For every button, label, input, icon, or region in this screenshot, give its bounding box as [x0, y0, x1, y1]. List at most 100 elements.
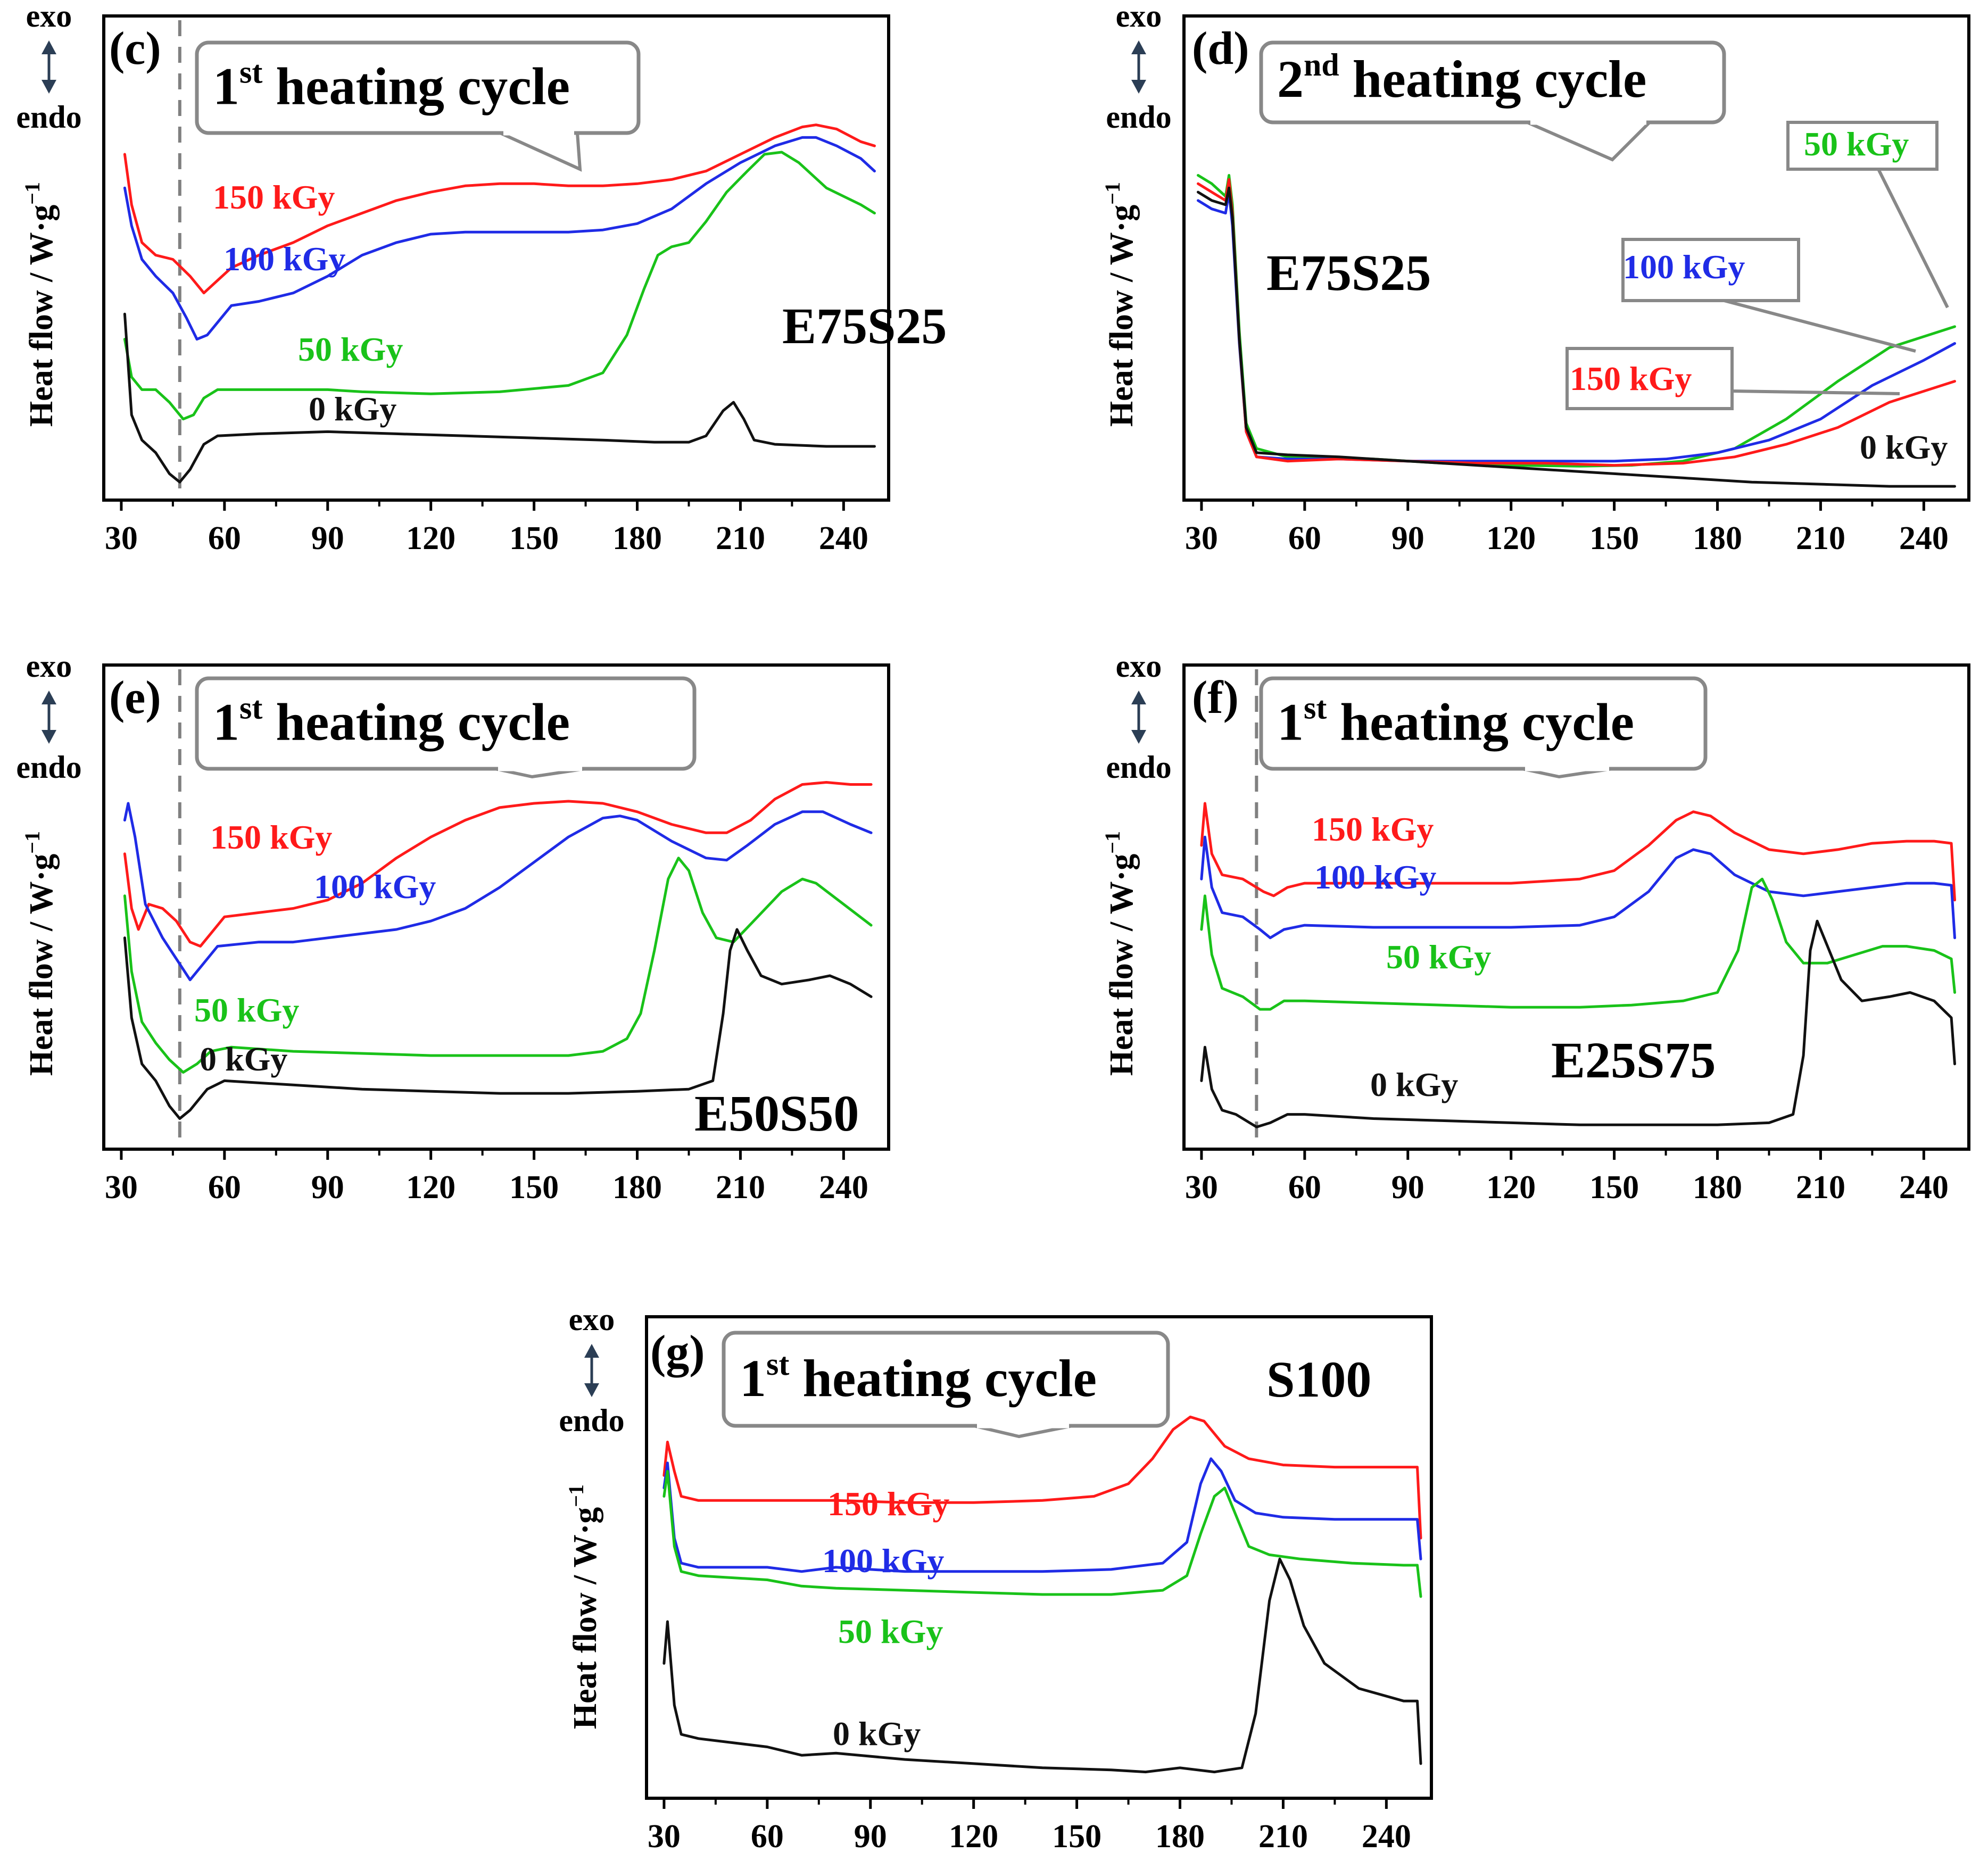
panel-g: 30 60 90 120 150 180 210 240 1st heating cycle (g…	[559, 1302, 1433, 1855]
panel-e: 30 60 90 120 150 180 210 240 1st heating cycle (e…	[16, 649, 890, 1206]
plot-frame	[1182, 663, 1970, 1151]
title-text: 1st heating cycle	[1277, 691, 1634, 752]
arrow-down-icon	[1131, 730, 1146, 744]
panel-label: (f)	[1192, 672, 1239, 724]
series-label-50kGy: 50 kGy	[1386, 938, 1491, 976]
series-line-50kGy	[1200, 877, 1956, 1011]
x-tick-label: 150	[1589, 1169, 1639, 1206]
x-tick-label: 150	[1589, 520, 1639, 556]
series-label-150kGy: 150 kGy	[827, 1485, 949, 1523]
x-tick-label: 210	[716, 1169, 765, 1206]
x-tick-label: 60	[208, 520, 241, 556]
series-label-0kGy: 0 kGy	[1370, 1066, 1458, 1103]
exo-label: exo	[26, 0, 72, 34]
exo-label: exo	[1116, 0, 1162, 34]
x-tick-label: 90	[311, 520, 344, 556]
y-axis-label: Heat flow / W·g−1	[20, 182, 60, 427]
x-tick-label: 90	[1391, 520, 1424, 556]
series-line-50kGy	[1197, 174, 1956, 468]
series-line-0kGy	[1200, 919, 1956, 1128]
series-line-0kGy	[662, 1557, 1422, 1774]
exo-label: exo	[1116, 649, 1162, 684]
x-tick-label: 60	[751, 1818, 784, 1855]
panel-c: 30 60 90 120 150 180 210 240 1st heating cycle (c…	[16, 0, 947, 556]
x-tick-label: 30	[105, 1169, 138, 1206]
series-line-100kGy	[123, 136, 876, 341]
series-label-100kGy: 100 kGy	[314, 868, 436, 906]
series-label-150kGy: 150 kGy	[1570, 360, 1692, 397]
title-text: 2nd heating cycle	[1277, 47, 1646, 109]
x-tick-label: 240	[1899, 1169, 1949, 1206]
y-axis-label: Heat flow / W·g−1	[1100, 182, 1140, 427]
series-line-0kGy	[123, 312, 876, 484]
series-line-100kGy	[1200, 835, 1956, 940]
x-tick-label: 240	[1362, 1818, 1411, 1855]
series-label-0kGy: 0 kGy	[833, 1715, 921, 1752]
x-tick-label: 210	[1258, 1818, 1308, 1855]
series-line-0kGy	[123, 928, 873, 1120]
title-callout	[195, 40, 641, 135]
series-label-150kGy: 150 kGy	[213, 178, 335, 216]
series-line-100kGy	[1197, 190, 1956, 463]
x-tick-label: 90	[854, 1818, 887, 1855]
endo-label: endo	[559, 1403, 624, 1438]
panel-f: 30 60 90 120 150 180 210 240 1st heating cycle (f…	[1100, 649, 1970, 1206]
x-tick-label: 30	[1185, 520, 1218, 556]
series-label-0kGy: 0 kGy	[1860, 428, 1948, 466]
series-label-150kGy: 150 kGy	[1312, 810, 1434, 848]
series-label-50kGy: 50 kGy	[194, 991, 299, 1029]
x-tick-label: 90	[311, 1169, 344, 1206]
series-label-50kGy: 50 kGy	[298, 330, 403, 368]
callout-pointer	[1724, 299, 1916, 353]
panel-d: 30 60 90 120 150 180 210 240 2nd heating cycle (d…	[1100, 0, 1970, 556]
title-text: 1st heating cycle	[213, 691, 570, 752]
plot-frame	[1182, 14, 1970, 502]
series-label-100kGy: 100 kGy	[822, 1542, 944, 1580]
x-tick-label: 150	[509, 520, 559, 556]
x-tick-label: 180	[612, 1169, 662, 1206]
title-callout-tail	[973, 1424, 1073, 1439]
series-label-0kGy: 0 kGy	[309, 390, 396, 428]
arrow-up-icon	[42, 691, 56, 704]
x-tick-label: 240	[819, 520, 868, 556]
x-tick-label: 180	[1693, 520, 1742, 556]
y-axis-label: Heat flow / W·g−1	[1100, 831, 1140, 1076]
x-tick-label: 210	[1796, 1169, 1845, 1206]
title-callout	[1259, 676, 1708, 771]
plot-frame	[102, 663, 890, 1151]
series-line-150kGy	[1197, 178, 1956, 467]
exo-label: exo	[569, 1302, 615, 1337]
series-line-50kGy	[123, 151, 876, 421]
series-label-100kGy: 100 kGy	[1623, 248, 1745, 286]
sample-label: E75S25	[1266, 244, 1431, 301]
series-label-150kGy: 150 kGy	[210, 818, 332, 856]
exo-label: exo	[26, 649, 72, 684]
x-tick-label: 30	[648, 1818, 681, 1855]
x-tick-label: 120	[406, 1169, 455, 1206]
sample-label: S100	[1266, 1351, 1371, 1408]
x-tick-label: 120	[406, 520, 455, 556]
sample-label: E25S75	[1551, 1032, 1716, 1089]
y-axis-label: Heat flow / W·g−1	[20, 831, 60, 1076]
series-label-100kGy: 100 kGy	[223, 240, 345, 278]
x-tick-label: 180	[1155, 1818, 1205, 1855]
series-line-50kGy	[123, 857, 873, 1074]
title-callout	[1259, 40, 1726, 124]
sample-label: E75S25	[782, 297, 947, 354]
series-line-150kGy	[662, 1415, 1422, 1540]
arrow-up-icon	[1131, 40, 1146, 54]
x-tick-label: 60	[1288, 520, 1321, 556]
x-tick-label: 30	[1185, 1169, 1218, 1206]
x-tick-label: 150	[1052, 1818, 1101, 1855]
title-callout-tail	[1526, 121, 1651, 162]
series-line-50kGy	[662, 1469, 1422, 1598]
arrow-up-icon	[1131, 691, 1146, 704]
panel-label: (e)	[109, 672, 161, 724]
series-label-100kGy: 100 kGy	[1314, 858, 1436, 896]
y-axis-label: Heat flow / W·g−1	[564, 1484, 603, 1729]
x-tick-label: 180	[612, 520, 662, 556]
arrow-down-icon	[1131, 80, 1146, 94]
title-callout	[722, 1331, 1170, 1428]
sample-label: E50S50	[694, 1085, 859, 1142]
callout-box	[1565, 347, 1734, 410]
